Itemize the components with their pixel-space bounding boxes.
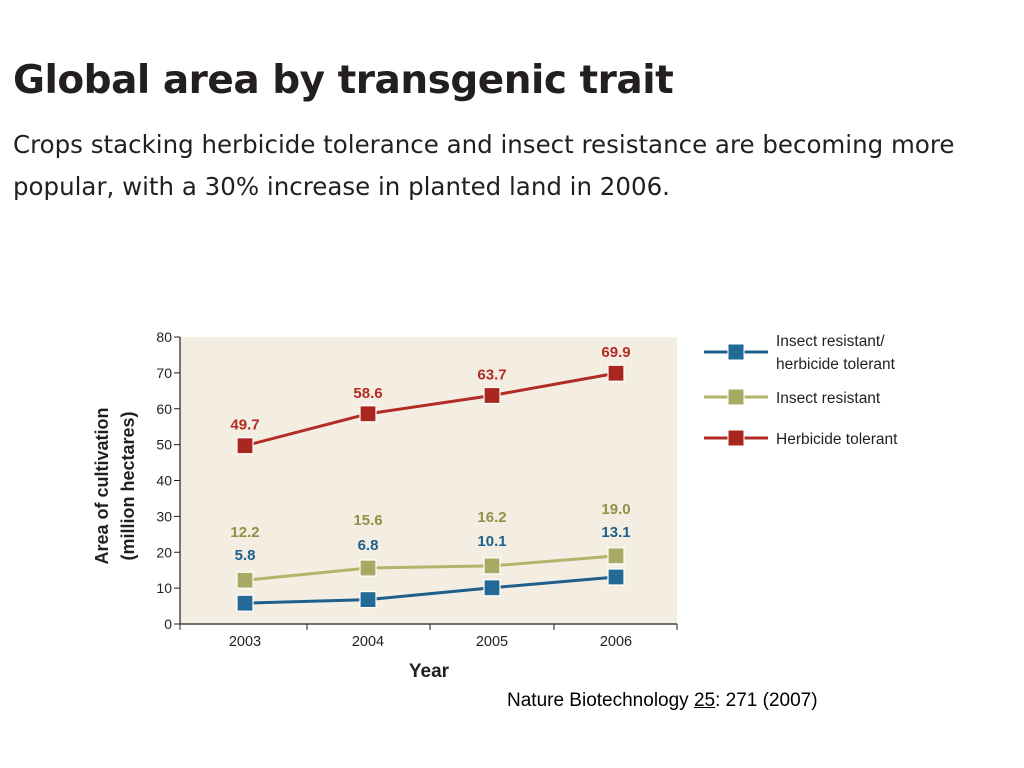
legend-marker xyxy=(727,388,745,406)
series-line-2 xyxy=(244,371,617,448)
data-label: 12.2 xyxy=(230,524,259,541)
data-point xyxy=(236,437,254,455)
data-point xyxy=(607,364,625,382)
data-point xyxy=(359,559,377,577)
data-point xyxy=(607,547,625,565)
data-point xyxy=(359,591,377,609)
data-point xyxy=(483,557,501,575)
data-label: 16.2 xyxy=(477,509,506,526)
x-tick-label: 2003 xyxy=(229,634,261,650)
citation-volume: 25 xyxy=(693,690,716,711)
y-tick-label: 20 xyxy=(156,544,172,560)
y-tick-label: 50 xyxy=(156,437,172,453)
data-label: 58.6 xyxy=(353,385,382,402)
y-tick-label: 0 xyxy=(164,616,172,632)
legend-marker xyxy=(727,343,745,361)
data-point xyxy=(236,571,254,589)
y-tick-label: 40 xyxy=(156,473,172,489)
y-tick-label: 70 xyxy=(156,365,172,381)
data-point xyxy=(483,579,501,597)
data-label: 69.9 xyxy=(601,344,630,361)
series-line-0 xyxy=(244,575,617,605)
x-tick-label: 2005 xyxy=(476,634,508,650)
data-point xyxy=(483,386,501,405)
data-label: 15.6 xyxy=(353,512,382,529)
series-line-1 xyxy=(244,554,617,582)
page-subtitle: Crops stacking herbicide tolerance and i… xyxy=(13,130,955,201)
legend-label: Insect resistant xyxy=(776,390,881,407)
y-axis-title: Area of cultivation xyxy=(92,407,112,564)
y-tick-label: 80 xyxy=(156,329,172,345)
citation: Nature Biotechnology 25: 271 (2007) xyxy=(507,690,818,712)
data-label: 6.8 xyxy=(358,537,379,554)
data-label: 49.7 xyxy=(230,417,259,434)
plot-background xyxy=(180,337,677,624)
y-tick-label: 60 xyxy=(156,401,172,417)
legend-label: herbicide tolerant xyxy=(776,356,896,373)
citation-pages-year: : 271 (2007) xyxy=(715,690,818,711)
data-label: 19.0 xyxy=(601,501,630,518)
legend-label: Insect resistant/ xyxy=(776,333,885,350)
x-tick-label: 2004 xyxy=(352,634,384,650)
citation-journal: Nature Biotechnology xyxy=(507,690,694,711)
legend-label: Herbicide tolerant xyxy=(776,431,898,448)
data-label: 63.7 xyxy=(477,366,506,383)
x-axis-title: Year xyxy=(409,661,450,682)
data-point xyxy=(236,594,254,612)
data-point xyxy=(607,568,625,586)
y-axis-title-units: (million hectares) xyxy=(118,411,138,560)
legend-marker xyxy=(727,429,745,447)
data-label: 5.8 xyxy=(235,547,256,564)
page-title: Global area by transgenic trait xyxy=(13,58,674,103)
y-tick-label: 30 xyxy=(156,508,172,524)
y-tick-label: 10 xyxy=(156,580,172,596)
data-point xyxy=(359,405,377,423)
x-tick-label: 2006 xyxy=(600,634,632,650)
data-label: 10.1 xyxy=(477,533,506,550)
data-label: 13.1 xyxy=(601,524,630,541)
